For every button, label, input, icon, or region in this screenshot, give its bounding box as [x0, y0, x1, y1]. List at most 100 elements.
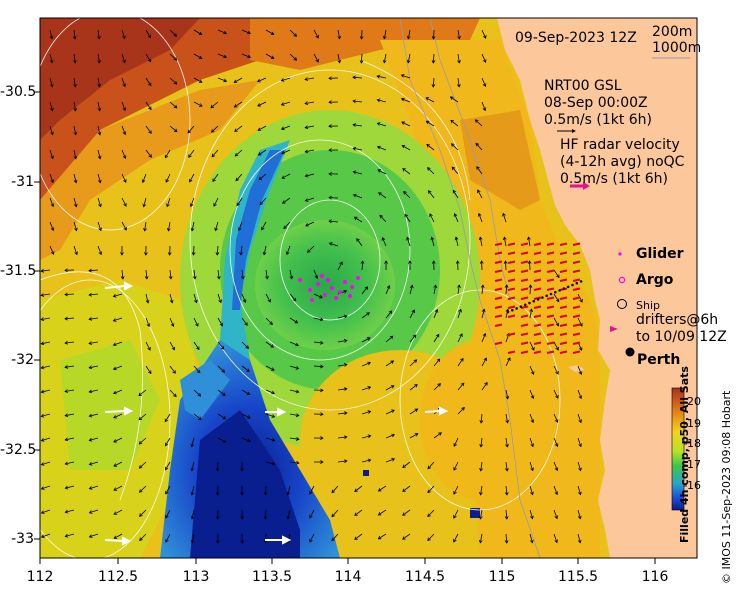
velocity-vector-head: [530, 371, 535, 375]
velocity-vector: [505, 284, 508, 295]
velocity-vector-head: [438, 432, 442, 436]
radar-vector: [520, 251, 529, 255]
velocity-vector: [406, 237, 411, 247]
velocity-vector-head: [122, 35, 126, 40]
velocity-vector-head: [453, 467, 457, 471]
velocity-vector: [165, 509, 171, 519]
velocity-vector: [403, 191, 411, 199]
velocity-vector-head: [122, 131, 127, 136]
drifter-point: [579, 280, 583, 283]
velocity-vector-head: [408, 260, 412, 264]
axis-ticks: [34, 91, 656, 564]
velocity-vector-head: [376, 122, 381, 126]
velocity-vector: [41, 365, 51, 369]
velocity-vector-head: [391, 457, 396, 462]
velocity-vector-head: [196, 369, 201, 374]
velocity-vector: [529, 413, 534, 423]
velocity-vector: [478, 213, 483, 223]
velocity-vector: [289, 341, 299, 346]
velocity-vector-head: [112, 294, 117, 298]
velocity-vector: [453, 437, 459, 447]
velocity-vector: [41, 509, 51, 514]
velocity-vector-head: [64, 268, 68, 273]
velocity-vector-head: [477, 189, 481, 194]
velocity-vector: [453, 485, 459, 495]
velocity-vector: [404, 214, 411, 223]
colorbar-tick: 16: [687, 479, 701, 492]
velocity-vector: [88, 269, 99, 272]
radar-vector: [559, 314, 568, 318]
velocity-vector-head: [504, 492, 509, 496]
velocity-vector: [353, 100, 363, 103]
velocity-vector: [97, 221, 102, 231]
velocity-vector: [337, 315, 347, 319]
velocity-vector: [427, 167, 435, 175]
drifter-point: [519, 305, 523, 308]
velocity-vector-head: [452, 189, 457, 194]
velocity-vector: [113, 317, 123, 322]
velocity-vector: [121, 173, 127, 183]
radar-vector: [494, 323, 503, 327]
velocity-vector: [165, 485, 171, 495]
velocity-vector: [41, 317, 51, 320]
velocity-vector-head: [474, 119, 479, 123]
velocity-vector-head: [456, 84, 461, 88]
velocity-vector-head: [315, 58, 319, 63]
radar-vector: [520, 242, 529, 246]
velocity-vector-head: [113, 487, 118, 491]
velocity-vector: [41, 437, 51, 441]
velocity-vector-head: [97, 59, 101, 64]
glider-point: [320, 274, 324, 278]
velocity-vector: [65, 437, 75, 441]
velocity-vector-head: [433, 284, 438, 289]
radar-vector: [546, 314, 555, 318]
velocity-vector: [305, 197, 315, 202]
velocity-vector: [73, 197, 77, 207]
velocity-vector: [113, 365, 123, 370]
radar-vector: [546, 305, 555, 309]
velocity-vector: [529, 389, 534, 399]
radar-vector: [520, 332, 529, 336]
velocity-vector-head: [484, 381, 488, 386]
velocity-vector-head: [382, 59, 387, 64]
gsl-line1: NRT00 GSL: [544, 78, 622, 94]
velocity-vector: [453, 533, 459, 543]
velocity-vector-head: [280, 126, 285, 131]
radar-vector: [507, 278, 516, 282]
velocity-vector: [168, 221, 171, 231]
velocity-vector: [257, 101, 267, 107]
velocity-vector-head: [352, 146, 357, 151]
velocity-vector: [142, 173, 147, 183]
hf-line1: HF radar velocity: [560, 137, 680, 153]
velocity-vector: [354, 509, 363, 516]
drifter-point: [571, 283, 574, 287]
velocity-vector: [289, 461, 299, 464]
velocity-vector-head: [400, 74, 405, 78]
velocity-vector: [553, 437, 558, 447]
velocity-vector: [577, 533, 581, 543]
velocity-vector-head: [210, 129, 215, 133]
velocity-vector: [529, 485, 534, 495]
velocity-vector-head: [148, 370, 152, 375]
velocity-vector-head: [319, 294, 323, 299]
x-tick-label: 115.5: [558, 569, 599, 585]
velocity-vector-head: [170, 323, 175, 328]
x-tick-label: 115: [488, 569, 516, 585]
velocity-vector-head: [40, 293, 45, 297]
radar-vector: [507, 269, 516, 273]
velocity-vector: [337, 340, 347, 343]
radar-vector: [494, 251, 503, 255]
velocity-vector-head: [382, 35, 387, 40]
velocity-vector-head: [430, 236, 435, 241]
velocity-vector: [65, 485, 75, 489]
velocity-vector-head: [478, 236, 483, 241]
velocity-vector: [553, 341, 559, 351]
velocity-vector: [241, 365, 250, 372]
velocity-vector: [457, 285, 460, 295]
velocity-vector-head: [427, 465, 432, 470]
velocity-vector-head: [503, 260, 508, 264]
velocity-vector-head: [530, 515, 534, 520]
velocity-vector-head: [222, 439, 227, 443]
velocity-vector-head: [377, 169, 382, 173]
velocity-vector: [165, 437, 171, 446]
